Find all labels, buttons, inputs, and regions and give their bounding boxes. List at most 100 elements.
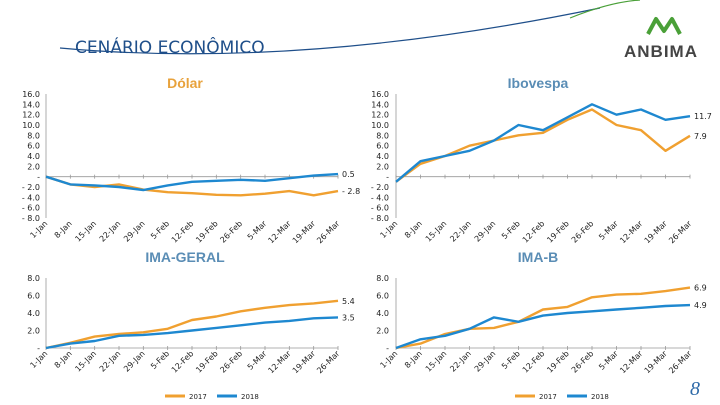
x-tick-label: 5-Mar: [597, 349, 620, 372]
y-tick-label: -: [386, 173, 389, 182]
x-tick-label: 29-Jan: [473, 349, 498, 374]
x-tick-label: 19-Mar: [291, 219, 318, 246]
x-tick-label: 22-Jan: [448, 219, 473, 244]
x-tick-label: 26-Mar: [667, 349, 694, 376]
y-tick-label: 14.0: [371, 100, 389, 109]
x-tick-label: 12-Feb: [170, 219, 196, 245]
series-line-2017: [45, 299, 339, 350]
legend-label-2018: 2018: [591, 393, 609, 401]
end-label-2018: 3.5: [342, 313, 355, 322]
x-tick-label: 12-Mar: [618, 219, 645, 246]
y-tick-label: 14.0: [22, 100, 40, 109]
x-tick-label: 19-Feb: [545, 219, 571, 245]
header-arc-accent: [569, 0, 641, 19]
x-tick-label: 5-Feb: [149, 349, 171, 371]
x-tick-label: 22-Jan: [98, 349, 123, 374]
y-tick-label: 2.0: [376, 162, 389, 171]
y-tick-label: 12.0: [22, 111, 40, 120]
series-line-2017: [45, 175, 339, 197]
x-tick-label: 26-Feb: [570, 219, 596, 245]
y-tick-label: 12.0: [371, 111, 389, 120]
x-tick-label: 19-Mar: [643, 219, 670, 246]
x-tick-label: 26-Mar: [315, 349, 342, 376]
x-tick-label: 22-Jan: [98, 219, 123, 244]
legend-label-2017: 2017: [539, 393, 557, 401]
end-label-2017: 5.4: [342, 297, 355, 306]
page-title: CENÁRIO ECONÔMICO: [75, 36, 265, 58]
x-tick-label: 29-Jan: [473, 219, 498, 244]
x-tick-label: 12-Mar: [266, 219, 293, 246]
x-tick-label: 5-Feb: [500, 219, 522, 241]
logo-mark: [646, 17, 682, 35]
legend-label-2017: 2017: [189, 393, 207, 401]
y-tick-label: 10.0: [22, 121, 40, 130]
y-tick-label: - 6.0: [22, 204, 40, 213]
x-tick-label: 12-Feb: [521, 349, 547, 375]
y-tick-label: 6.0: [376, 292, 389, 301]
y-tick-label: 4.0: [27, 309, 40, 318]
x-tick-label: 1-Jan: [28, 349, 49, 370]
x-tick-label: 5-Mar: [597, 219, 620, 242]
y-tick-label: 4.0: [376, 152, 389, 161]
x-tick-label: 5-Feb: [500, 349, 522, 371]
end-label-2018: 0.5: [342, 170, 355, 179]
y-tick-label: 16.0: [371, 90, 389, 99]
x-tick-label: 22-Jan: [448, 349, 473, 374]
x-tick-label: 15-Jan: [73, 219, 98, 244]
x-tick-label: 29-Jan: [122, 349, 147, 374]
y-tick-label: 6.0: [27, 292, 40, 301]
x-tick-label: 5-Mar: [246, 349, 269, 372]
series-line-2017: [395, 286, 691, 350]
x-tick-label: 26-Feb: [570, 349, 596, 375]
x-tick-label: 19-Mar: [291, 349, 318, 376]
series-line-2018: [395, 303, 691, 350]
logo-text: ANBIMA: [624, 42, 698, 61]
y-tick-label: - 2.0: [22, 183, 40, 192]
x-tick-label: 8-Jan: [403, 349, 424, 370]
y-tick-label: 4.0: [376, 309, 389, 318]
chart-ibovespa: Ibovespa 16.014.0 12.010.08.0 6.04.02.0 -- 2…: [371, 75, 712, 245]
x-tick-label: 19-Mar: [643, 349, 670, 376]
x-tick-label: 8-Jan: [53, 349, 74, 370]
anbima-logo: ANBIMA: [624, 17, 698, 61]
series-line-2018: [395, 103, 691, 183]
y-tick-label: 8.0: [376, 274, 389, 283]
y-tick-label: 8.0: [27, 131, 40, 140]
chart-ima-geral: IMA-GERAL 8.0 6.0 4.0 2.0 -1-Jan 8-Jan 15-Jan 22…: [27, 249, 354, 375]
chart-title: Ibovespa: [508, 75, 569, 91]
x-tick-label: 8-Jan: [53, 219, 74, 240]
x-tick-label: 15-Jan: [424, 219, 449, 244]
x-tick-label: 1-Jan: [378, 349, 399, 370]
header-arc: [59, 7, 601, 55]
y-tick-label: - 8.0: [22, 214, 40, 223]
x-tick-label: 19-Feb: [194, 349, 220, 375]
y-tick-label: 6.0: [27, 142, 40, 151]
y-tick-label: 10.0: [371, 121, 389, 130]
chart-title: IMA-B: [518, 249, 558, 265]
x-tick-label: 19-Feb: [545, 349, 571, 375]
y-tick-label: 2.0: [376, 327, 389, 336]
x-tick-label: 8-Jan: [403, 219, 424, 240]
y-tick-label: 4.0: [27, 152, 40, 161]
x-tick-label: 5-Mar: [246, 219, 269, 242]
y-tick-label: 8.0: [376, 131, 389, 140]
y-tick-label: - 4.0: [371, 193, 389, 202]
series-line-2017: [395, 108, 691, 183]
x-tick-label: 26-Mar: [315, 219, 342, 246]
legend-left: 2017 2018: [165, 393, 259, 401]
y-tick-label: -: [386, 344, 389, 353]
legend-label-2018: 2018: [241, 393, 259, 401]
y-tick-label: 2.0: [27, 327, 40, 336]
x-tick-label: 15-Jan: [73, 349, 98, 374]
x-tick-label: 12-Feb: [521, 219, 547, 245]
series-line-2018: [45, 172, 339, 192]
y-tick-label: - 8.0: [371, 214, 389, 223]
y-tick-label: -: [37, 173, 40, 182]
end-label-2017: 7.9: [694, 132, 707, 141]
y-tick-label: 2.0: [27, 162, 40, 171]
end-label-2017: - 2.8: [342, 187, 360, 196]
chart-ima-b: IMA-B 8.0 6.0 4.0 2.0 -1-Jan 8-Jan 15-Jan 22-Jan…: [376, 249, 706, 375]
y-tick-label: 16.0: [22, 90, 40, 99]
